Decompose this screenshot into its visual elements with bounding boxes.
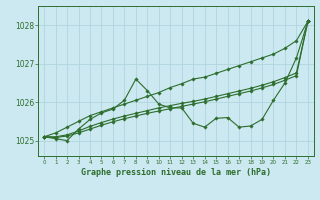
X-axis label: Graphe pression niveau de la mer (hPa): Graphe pression niveau de la mer (hPa) — [81, 168, 271, 177]
